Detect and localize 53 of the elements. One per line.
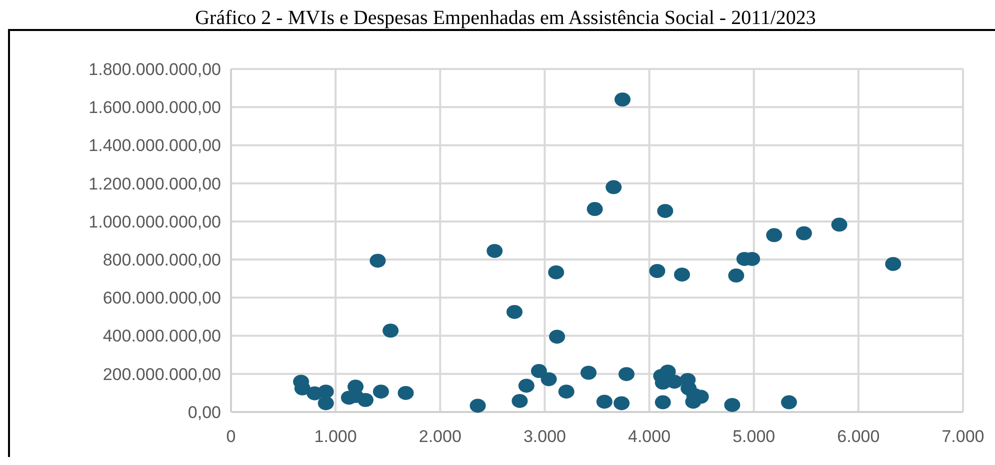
- x-tick-label: 0: [226, 427, 236, 446]
- point: [796, 226, 812, 240]
- point: [558, 384, 574, 399]
- point: [530, 364, 547, 378]
- y-tick-label: 1.000.000.000,00: [88, 212, 221, 232]
- point: [766, 228, 782, 242]
- point: [596, 394, 612, 409]
- point: [606, 180, 622, 194]
- x-tick-label: 6.000: [837, 427, 880, 446]
- y-tick-label: 1.800.000.000,00: [88, 60, 221, 79]
- y-tick-label: 1.400.000.000,00: [88, 136, 221, 156]
- x-tick-label: 1.000: [314, 427, 357, 446]
- point: [724, 398, 740, 412]
- point: [614, 396, 630, 410]
- y-tick-label: 400.000.000,00: [102, 326, 221, 346]
- x-tick-label: 4.000: [628, 427, 671, 446]
- chart-title: Gráfico 2 - MVIs e Despesas Empenhadas em Assistência Social - 2011/2023: [195, 7, 816, 29]
- point: [618, 367, 634, 382]
- y-tick-label: 600.000.000,00: [102, 288, 221, 308]
- point: [372, 384, 389, 399]
- y-tick-label: 800.000.000,00: [102, 250, 221, 270]
- x-tick-label: 7.000: [942, 427, 984, 446]
- point: [586, 202, 603, 216]
- point: [674, 268, 690, 282]
- point: [486, 244, 503, 258]
- point: [398, 386, 414, 400]
- point: [580, 366, 597, 380]
- x-tick-label: 5.000: [732, 427, 776, 446]
- x-tick-label: 2.000: [418, 427, 462, 446]
- point: [470, 398, 486, 413]
- point: [728, 268, 744, 283]
- point: [885, 256, 902, 271]
- point: [549, 330, 566, 344]
- point: [512, 394, 528, 408]
- x-tick-label: 3.000: [523, 427, 566, 446]
- y-tick-label: 1.600.000.000,00: [88, 98, 221, 118]
- point: [780, 395, 797, 410]
- point: [657, 204, 674, 218]
- point: [382, 324, 399, 338]
- y-tick-label: 0,00: [188, 402, 221, 422]
- point: [548, 265, 564, 280]
- point: [318, 384, 334, 399]
- y-tick-label: 1.200.000.000,00: [88, 174, 221, 194]
- point: [654, 395, 671, 410]
- y-tick-label: 200.000.000,00: [102, 364, 221, 384]
- point: [518, 378, 534, 393]
- point: [370, 254, 386, 268]
- point: [506, 304, 522, 319]
- point: [614, 92, 631, 106]
- point: [540, 372, 557, 386]
- point: [831, 218, 848, 232]
- point: [649, 264, 666, 278]
- point: [318, 396, 334, 410]
